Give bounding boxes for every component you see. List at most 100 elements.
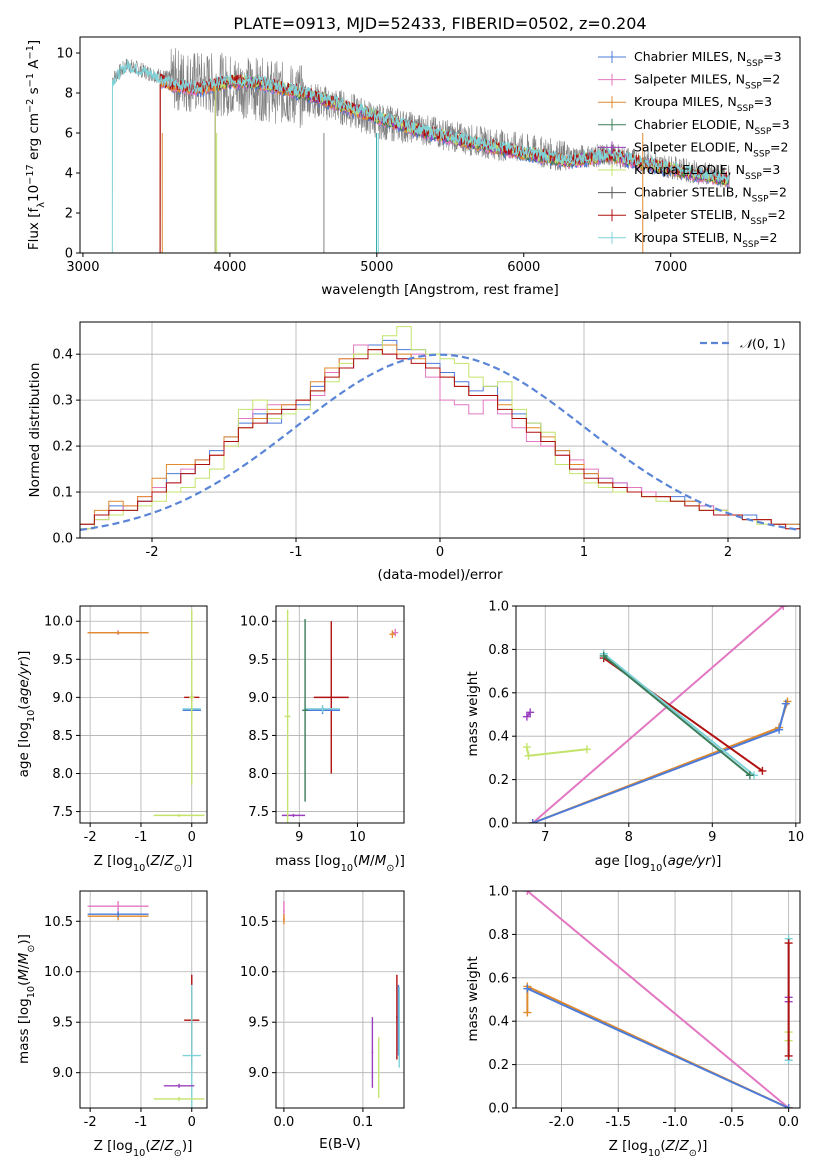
spectrum-xtick-label: 4000 bbox=[213, 260, 246, 275]
weight-z-xtick-label: -0.5 bbox=[719, 1115, 744, 1130]
spectrum-ytick-label: 6 bbox=[65, 127, 73, 142]
age-mass-xtick-label: 9 bbox=[295, 830, 303, 845]
legend-label-5: Kroupa ELODIE, NSSP=3 bbox=[634, 162, 780, 182]
weight-age-series-2-line bbox=[532, 703, 787, 823]
mass-ebv-panel: 0.0 0.1 9.0 9.5 10.0 10.5 E(B-V) bbox=[240, 890, 405, 1152]
mass-ebv-ytick-label: 9.0 bbox=[248, 1066, 269, 1081]
legend-label-0: Chabrier MILES, NSSP=3 bbox=[634, 49, 782, 69]
hist-xlabel: (data-model)/error bbox=[377, 567, 503, 583]
hist-ytick-label: 0.0 bbox=[52, 532, 73, 547]
weight-age-xtick-label: 7 bbox=[541, 830, 549, 845]
weight-z-xtick-label: -2.0 bbox=[549, 1115, 574, 1130]
weight-age-series-7-marker bbox=[526, 708, 535, 717]
legend-label-3: Chabrier ELODIE, NSSP=3 bbox=[634, 117, 790, 137]
hist-plot-area bbox=[80, 326, 800, 532]
weight-age-xtick-label: 10 bbox=[788, 830, 805, 845]
spectrum-xtick-label: 3000 bbox=[66, 260, 99, 275]
age-z-panel: -2 -1 0 7.5 8.0 8.5 9.0 9.5 10.0 Z [log10(Z/Z⊙)] a… bbox=[16, 605, 208, 874]
age-mass-ytick-label: 8.0 bbox=[248, 767, 269, 782]
age-mass-panel: 9 10 7.5 8.0 8.5 9.0 9.5 10.0 mass [log10(M/M⊙)] bbox=[240, 605, 405, 874]
weight-age-ytick-label: 0.8 bbox=[488, 643, 509, 658]
weight-z-series-2-line bbox=[526, 987, 790, 1108]
age-mass-ytick-label: 10.0 bbox=[240, 615, 269, 630]
spectrum-ytick-label: 10 bbox=[56, 47, 73, 62]
mass-ebv-plot-area bbox=[283, 901, 401, 1098]
weight-age-series-2-marker bbox=[775, 725, 784, 734]
mass-z-ytick-label: 10.5 bbox=[44, 915, 73, 930]
age-z-xtick-label: -1 bbox=[134, 830, 147, 845]
weight-age-series-4-line bbox=[603, 652, 755, 777]
weight-age-series-0-line bbox=[532, 606, 784, 823]
model-line-kroupa-stelib bbox=[111, 60, 730, 253]
weight-age-ytick-label: 1.0 bbox=[488, 600, 509, 615]
age-z-xlabel: Z [log10(Z/Z⊙)] bbox=[94, 853, 193, 874]
weight-age-series-6-line bbox=[525, 746, 588, 757]
age-mass-ytick-label: 7.5 bbox=[248, 805, 269, 820]
weight-age-xtick-label: 9 bbox=[708, 830, 716, 845]
spectrum-ytick-label: 2 bbox=[65, 207, 73, 222]
weight-z-xtick-label: -1.5 bbox=[606, 1115, 631, 1130]
hist-series-kroupa-elodie bbox=[80, 326, 800, 530]
mass-ebv-ytick-label: 9.5 bbox=[248, 1016, 269, 1031]
mass-ebv-xtick-label: 0.0 bbox=[274, 1115, 295, 1130]
weight-age-series-5-line bbox=[603, 655, 751, 777]
mass-z-panel: -2 -1 0 9.0 9.5 10.0 10.5 Z [log10(Z/Z⊙)] mass [… bbox=[16, 890, 208, 1159]
weight-z-xlabel: Z [log10(Z/Z⊙)] bbox=[609, 1138, 708, 1159]
age-z-ytick-label: 8.5 bbox=[52, 729, 73, 744]
age-mass-xtick-label: 10 bbox=[349, 830, 366, 845]
mass-ebv-ytick-label: 10.0 bbox=[240, 965, 269, 980]
hist-xtick-label: 0 bbox=[436, 545, 444, 560]
weight-z-series-0-line bbox=[526, 891, 790, 1108]
weight-age-ytick-label: 0.2 bbox=[488, 773, 509, 788]
weight-age-series-0-marker bbox=[779, 606, 788, 610]
weight-z-xtick-label: -1.0 bbox=[662, 1115, 687, 1130]
hist-xtick-label: 1 bbox=[580, 545, 588, 560]
weight-age-series-5-marker bbox=[745, 771, 754, 780]
weight-z-series-2-marker bbox=[523, 984, 532, 993]
weight-age-ylabel: mass weight bbox=[465, 671, 481, 756]
weight-age-xtick-label: 8 bbox=[625, 830, 633, 845]
weight-z-ytick-label: 0.6 bbox=[488, 971, 509, 986]
mass-ebv-xlabel: E(B-V) bbox=[319, 1136, 361, 1152]
weight-z-ylabel: mass weight bbox=[465, 956, 481, 1041]
hist-ytick-label: 0.2 bbox=[52, 440, 73, 455]
weight-z-ytick-label: 0.0 bbox=[488, 1102, 509, 1117]
age-mass-ytick-label: 9.0 bbox=[248, 691, 269, 706]
mass-ebv-xtick-label: 0.1 bbox=[353, 1115, 374, 1130]
age-z-xtick-label: 0 bbox=[188, 830, 196, 845]
age-z-ytick-label: 9.5 bbox=[52, 653, 73, 668]
weight-z-ytick-label: 1.0 bbox=[488, 885, 509, 900]
hist-xtick-label: -1 bbox=[290, 545, 303, 560]
legend-label-2: Kroupa MILES, NSSP=3 bbox=[634, 94, 772, 114]
weight-age-ytick-label: 0.6 bbox=[488, 686, 509, 701]
spectrum-ytick-label: 8 bbox=[65, 87, 73, 102]
weight-age-frame bbox=[515, 605, 801, 824]
weight-age-plot-area bbox=[522, 606, 792, 823]
mass-z-xtick-label: -2 bbox=[84, 1115, 97, 1130]
weight-age-series-3-marker bbox=[758, 766, 767, 775]
weight-age-series-5-marker bbox=[599, 651, 608, 660]
weight-age-series-6-marker bbox=[583, 745, 591, 754]
spectrum-panel: 3000 4000 5000 6000 7000 0 2 4 6 8 10 wavelength [A… bbox=[25, 36, 801, 298]
spectrum-title: PLATE=0913, MJD=52433, FIBERID=0502, z=0… bbox=[233, 14, 646, 33]
hist-ytick-label: 0.3 bbox=[52, 394, 73, 409]
legend-label-8: Kroupa STELIB, NSSP=2 bbox=[634, 230, 778, 250]
spectrum-plot-area bbox=[111, 48, 730, 253]
weight-age-ytick-label: 0.4 bbox=[488, 730, 509, 745]
mass-z-xlabel: Z [log10(Z/Z⊙)] bbox=[94, 1138, 193, 1159]
weight-z-series-6-marker bbox=[784, 1051, 793, 1060]
weight-age-series-6-marker bbox=[524, 751, 533, 760]
legend-label-4: Salpeter ELODIE, NSSP=2 bbox=[634, 139, 788, 159]
mass-z-ylabel: mass [log10(M/M⊙)] bbox=[16, 934, 37, 1064]
spectrum-ytick-label: 4 bbox=[65, 167, 73, 182]
weight-z-series-1-marker bbox=[523, 1008, 532, 1017]
weight-z-ytick-label: 0.8 bbox=[488, 928, 509, 943]
weight-z-plot-area bbox=[523, 891, 793, 1108]
hist-ytick-label: 0.4 bbox=[52, 348, 73, 363]
mass-z-ytick-label: 9.5 bbox=[52, 1016, 73, 1031]
hist-ytick-label: 0.1 bbox=[52, 486, 73, 501]
legend-label-6: Chabrier STELIB, NSSP=2 bbox=[634, 185, 787, 205]
hist-series-salpeter-stelib bbox=[80, 349, 800, 530]
spectrum-xtick-label: 7000 bbox=[654, 260, 687, 275]
